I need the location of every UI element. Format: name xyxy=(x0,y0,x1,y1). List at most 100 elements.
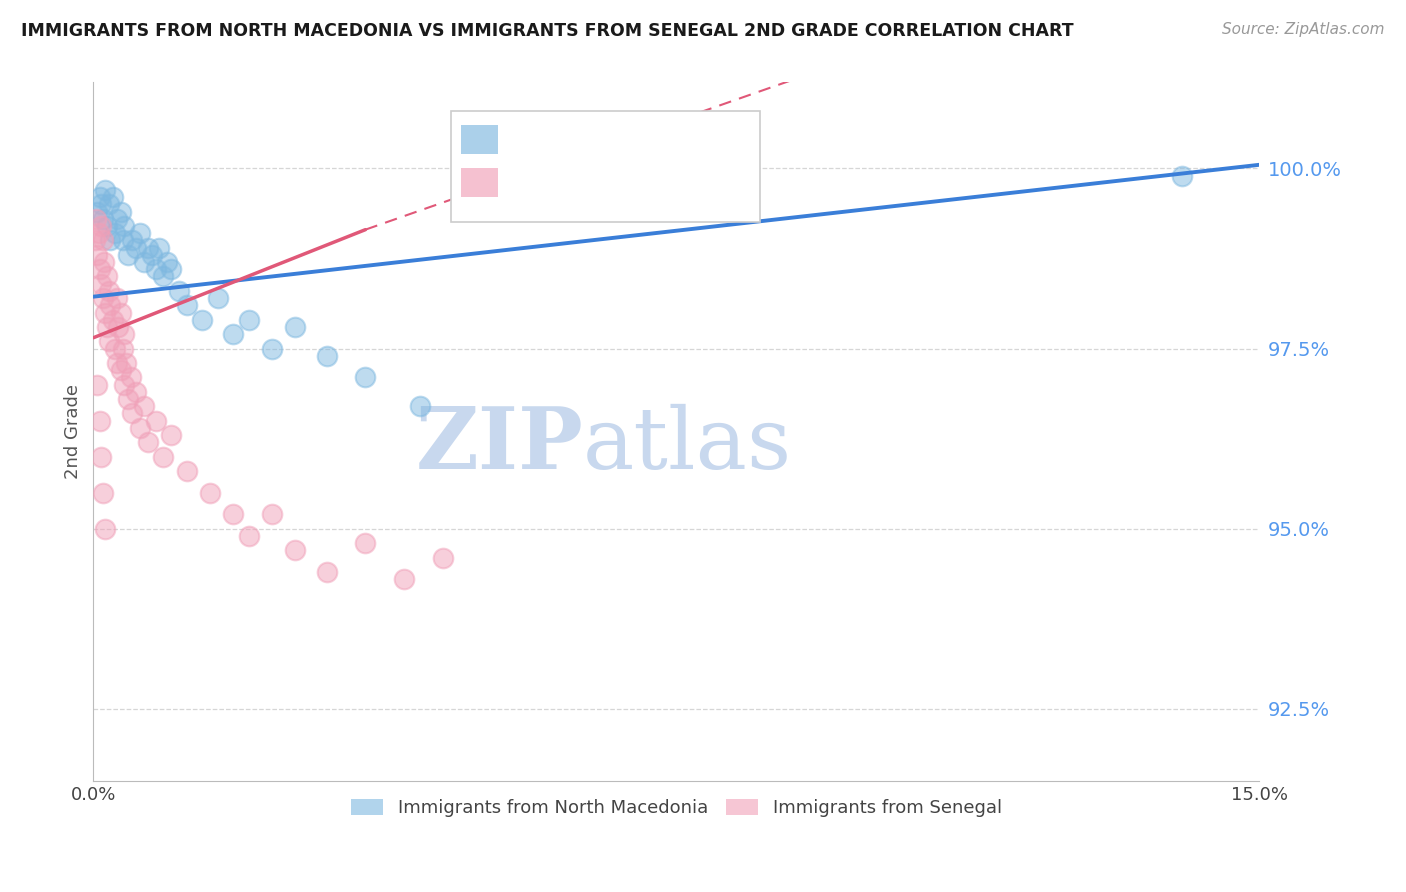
Point xyxy=(198,485,221,500)
Text: 0.207: 0.207 xyxy=(547,169,620,190)
Text: R =: R = xyxy=(509,169,555,190)
Point xyxy=(111,234,134,248)
Point xyxy=(86,377,108,392)
Point xyxy=(90,450,112,464)
Point xyxy=(167,284,190,298)
Point xyxy=(105,211,128,226)
Point xyxy=(111,342,134,356)
Point xyxy=(394,572,416,586)
Point xyxy=(100,234,122,248)
Point xyxy=(96,320,118,334)
Point xyxy=(112,377,135,392)
Point xyxy=(409,399,432,413)
Point xyxy=(191,312,214,326)
Point xyxy=(91,485,114,500)
Point xyxy=(97,334,120,349)
Point xyxy=(262,342,284,356)
Point xyxy=(222,508,245,522)
Point xyxy=(125,241,148,255)
Point xyxy=(104,342,127,356)
Point xyxy=(89,262,111,277)
Point xyxy=(160,428,183,442)
Point xyxy=(121,234,143,248)
Point xyxy=(117,392,139,406)
FancyBboxPatch shape xyxy=(461,168,498,197)
Point xyxy=(160,262,183,277)
Point xyxy=(156,255,179,269)
Point xyxy=(90,219,112,233)
Text: 0.218: 0.218 xyxy=(547,126,620,145)
Point xyxy=(100,298,122,312)
Point xyxy=(238,312,260,326)
Point xyxy=(97,284,120,298)
Text: R =: R = xyxy=(509,126,555,145)
Point xyxy=(129,226,152,240)
Point xyxy=(354,370,377,384)
Point xyxy=(96,269,118,284)
Point xyxy=(91,291,114,305)
Point xyxy=(94,522,117,536)
Point xyxy=(96,219,118,233)
Text: 52: 52 xyxy=(661,169,690,190)
Point xyxy=(148,241,170,255)
Point xyxy=(112,219,135,233)
Point xyxy=(145,262,167,277)
Point xyxy=(93,255,115,269)
Point xyxy=(112,327,135,342)
Point xyxy=(315,565,337,579)
Point xyxy=(115,356,138,370)
Point xyxy=(129,421,152,435)
Point xyxy=(89,190,111,204)
Point xyxy=(91,211,114,226)
Point xyxy=(136,435,159,450)
Point xyxy=(222,327,245,342)
Text: N =: N = xyxy=(598,126,664,145)
Point xyxy=(145,414,167,428)
Text: Source: ZipAtlas.com: Source: ZipAtlas.com xyxy=(1222,22,1385,37)
Point xyxy=(1170,169,1192,183)
Point xyxy=(238,529,260,543)
Point xyxy=(262,508,284,522)
Point xyxy=(315,349,337,363)
Point xyxy=(104,226,127,240)
Point xyxy=(117,248,139,262)
Text: 38: 38 xyxy=(661,126,690,145)
Point xyxy=(284,543,307,558)
Point xyxy=(89,414,111,428)
Point xyxy=(107,320,129,334)
Text: ZIP: ZIP xyxy=(415,403,583,487)
Point xyxy=(87,226,110,240)
Point xyxy=(105,291,128,305)
Point xyxy=(90,277,112,291)
Point xyxy=(152,269,174,284)
Point xyxy=(152,450,174,464)
Point xyxy=(132,255,155,269)
Y-axis label: 2nd Grade: 2nd Grade xyxy=(65,384,82,479)
Point xyxy=(86,248,108,262)
Point xyxy=(97,197,120,211)
FancyBboxPatch shape xyxy=(451,112,761,222)
Point xyxy=(141,248,163,262)
Point xyxy=(110,305,132,319)
Point xyxy=(354,536,377,550)
Point xyxy=(132,399,155,413)
Point xyxy=(136,241,159,255)
Point xyxy=(105,356,128,370)
Point xyxy=(121,406,143,420)
Point xyxy=(94,305,117,319)
Point xyxy=(94,183,117,197)
FancyBboxPatch shape xyxy=(461,125,498,154)
Point xyxy=(110,363,132,377)
Point xyxy=(176,464,198,478)
Point xyxy=(86,204,108,219)
Point xyxy=(110,204,132,219)
Point xyxy=(176,298,198,312)
Point xyxy=(90,197,112,211)
Point xyxy=(101,190,124,204)
Point xyxy=(91,234,114,248)
Point xyxy=(83,234,105,248)
Point xyxy=(120,370,142,384)
Point xyxy=(284,320,307,334)
Legend: Immigrants from North Macedonia, Immigrants from Senegal: Immigrants from North Macedonia, Immigra… xyxy=(343,792,1010,824)
Point xyxy=(207,291,229,305)
